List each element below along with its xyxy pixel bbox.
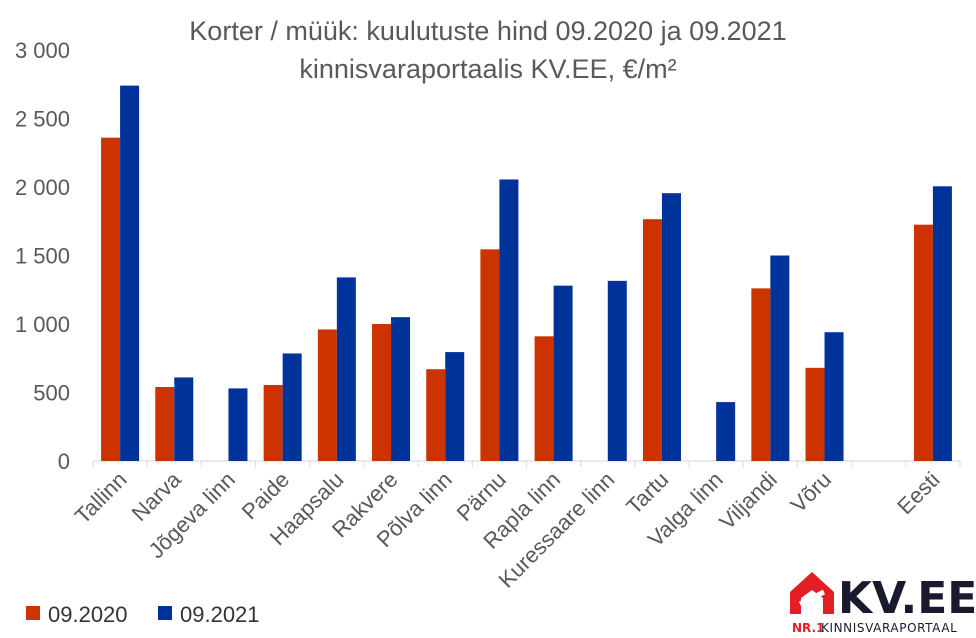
y-tick-label: 1 000 [15,312,70,337]
bar-09-2020-viljandi [751,288,771,461]
bar-09-2021-viljandi [770,255,790,461]
bar-09-2021-pärnu [499,179,519,461]
bar-09-2020-paide [263,384,283,461]
bar-09-2021-kuressaare-linn [607,280,627,461]
legend-label-2021: 09.2021 [180,602,260,627]
kv-ee-logo: KV.EE NR.1 KINNISVARAPORTAAL [790,572,976,635]
house-icon [790,572,834,614]
bar-09-2020-rapla-linn [534,336,554,461]
bar-09-2020-eesti [913,224,933,461]
bar-09-2021-eesti [932,186,952,461]
bar-09-2021-rakvere [391,317,411,461]
y-tick-label: 500 [33,381,70,406]
bar-09-2020-narva [155,387,175,461]
bar-09-2020-haapsalu [317,329,337,461]
bar-09-2020-tallinn [101,137,121,461]
bar-09-2021-võru [824,332,844,461]
bar-09-2021-jõgeva-linn [228,388,248,461]
y-tick-label: 2 000 [15,175,70,200]
bar-09-2021-tartu [661,193,681,462]
legend-label-2020: 09.2020 [48,602,128,627]
bar-09-2021-narva [174,377,194,461]
logo-tagline-prefix: NR.1 [792,621,824,635]
bar-09-2021-tallinn [120,85,140,462]
bar-09-2021-põlva-linn [445,352,465,461]
bar-09-2020-tartu [642,219,662,461]
bars [101,85,952,462]
y-tick-label: 1 500 [15,244,70,269]
bar-09-2021-haapsalu [336,277,356,461]
y-tick-label: 3 000 [15,38,70,63]
bar-09-2021-valga-linn [716,402,736,461]
y-tick-label: 0 [58,449,70,474]
x-tick-label: Eesti [892,467,944,519]
chart-title-line2: kinnisvaraportaalis KV.EE, €/m² [299,54,676,84]
legend-swatch-2020 [26,606,40,620]
bar-09-2020-rakvere [372,324,392,461]
y-tick-label: 2 500 [15,107,70,132]
bar-09-2021-paide [282,353,302,461]
logo-tagline: KINNISVARAPORTAAL [821,621,957,635]
chart-title-line1: Korter / müük: kuulutuste hind 09.2020 j… [189,16,786,46]
bar-09-2020-võru [805,367,825,461]
legend: 09.2020 09.2021 [26,602,260,627]
x-tick-label: Võru [786,467,837,518]
bar-09-2020-pärnu [480,249,500,461]
y-axis: 0 500 1 000 1 500 2 000 2 500 3 000 [15,38,70,474]
x-tick-label: Viljandi [714,467,782,535]
legend-swatch-2021 [158,606,172,620]
bar-09-2021-rapla-linn [553,285,573,461]
bar-09-2020-põlva-linn [426,369,446,461]
x-tick-label: Tallinn [70,467,132,529]
logo-wordmark: KV.EE [838,573,976,624]
